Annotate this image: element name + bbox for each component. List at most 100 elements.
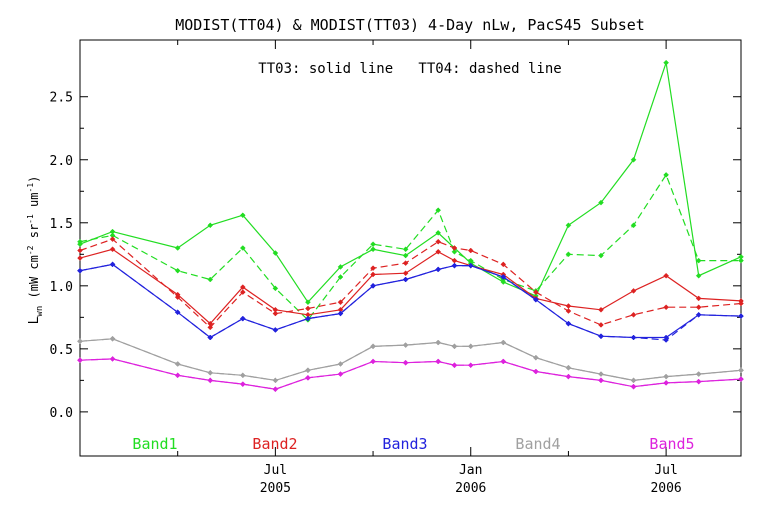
band1-solid-point <box>109 228 116 235</box>
band5-solid-point <box>451 362 458 369</box>
series-band4 <box>77 335 744 384</box>
band5-solid-point <box>738 376 744 382</box>
band2-dashed-point <box>239 289 246 295</box>
band4-solid-point <box>663 373 669 380</box>
y-axis-label-exp1: -2 <box>26 245 35 255</box>
band3-solid-point <box>663 334 669 341</box>
band2-dashed-point <box>337 299 344 306</box>
band1-solid-point <box>402 252 409 259</box>
band3-solid-point <box>467 262 474 269</box>
band4-solid-point <box>109 335 116 342</box>
band4-solid-point <box>467 343 474 350</box>
band1-solid-point <box>272 250 279 256</box>
legend: Band1 Band2 Band3 Band4 Band5 <box>132 435 694 453</box>
band5-solid-point <box>435 358 442 365</box>
series-band1 <box>77 59 744 323</box>
band3-solid-point <box>174 309 181 316</box>
band3-solid-point <box>305 315 311 322</box>
legend-band1: Band1 <box>132 435 177 453</box>
band4-solid-point <box>598 371 604 377</box>
band2-dashed-point <box>533 289 539 295</box>
band4-solid-point <box>451 343 458 350</box>
band2-dashed-point <box>500 261 507 268</box>
band2-solid-point <box>109 246 116 253</box>
series-band2 <box>77 236 744 331</box>
y-axis-label-exp2: -1 <box>26 214 35 224</box>
band2-dashed-point <box>630 311 637 318</box>
y-axis-label-exp3: -1 <box>26 183 35 193</box>
band5-solid-point <box>305 374 311 381</box>
band1-dashed-point <box>695 257 702 264</box>
band4-solid-point <box>738 367 744 374</box>
band3-solid-point <box>738 313 744 319</box>
band2-solid-point <box>174 291 181 298</box>
band1-solid-point <box>565 222 572 229</box>
y-axis-label-mid2: um <box>27 192 41 214</box>
band3-solid-point <box>435 266 442 273</box>
x-tick-label: Jul <box>654 463 677 478</box>
y-tick-label: 2.0 <box>50 154 73 169</box>
band1-solid-point <box>500 279 507 285</box>
band1-solid-point <box>239 212 246 219</box>
band5-solid-point <box>77 357 83 364</box>
series-layer <box>77 59 744 393</box>
band5-solid-point <box>272 386 279 393</box>
band2-dashed-line <box>79 238 742 329</box>
band3-solid-line <box>79 263 742 339</box>
band2-dashed-point <box>272 310 279 317</box>
y-axis-label: Lwn (mW cm-2 sr-1 um-1) <box>26 176 45 325</box>
band1-dashed-point <box>239 245 246 251</box>
band1-dashed-point <box>370 241 376 248</box>
band4-solid-point <box>402 342 409 348</box>
band4-solid-point <box>533 354 539 361</box>
band5-solid-point <box>598 377 604 384</box>
y-axis-label-main: L <box>27 316 42 324</box>
band5-solid-point <box>500 358 507 365</box>
band2-solid-point <box>77 255 83 261</box>
band1-solid-point <box>435 230 442 236</box>
band4-solid-point <box>337 361 344 367</box>
band2-solid-point <box>305 311 311 318</box>
x-tick-year: 2006 <box>650 481 681 496</box>
band1-dashed-point <box>598 252 604 259</box>
band4-solid-point <box>77 338 83 345</box>
band1-dashed-point <box>663 172 669 178</box>
band5-solid-point <box>337 371 344 377</box>
series-band5 <box>77 356 744 393</box>
x-tick-label: Jan <box>459 463 482 478</box>
band1-solid-point <box>174 245 181 251</box>
band4-solid-point <box>695 371 702 377</box>
band1-solid-line <box>79 62 742 304</box>
series-band3 <box>77 261 744 343</box>
band3-dashed-line <box>79 263 742 341</box>
band2-solid-point <box>630 288 637 294</box>
band1-solid-point <box>207 222 214 229</box>
band2-solid-point <box>402 270 409 277</box>
band2-solid-point <box>695 295 702 302</box>
band2-solid-point <box>435 248 442 255</box>
band1-dashed-point <box>272 285 279 292</box>
band4-solid-point <box>174 361 181 367</box>
band2-dashed-point <box>467 247 474 254</box>
band5-solid-point <box>239 381 246 387</box>
band3-solid-point <box>630 334 637 341</box>
band2-solid-point <box>337 306 344 313</box>
chart-title: MODIST(TT04) & MODIST(TT03) 4-Day nLw, P… <box>175 16 645 34</box>
band2-dashed-point <box>109 236 116 243</box>
legend-band4: Band4 <box>515 435 560 453</box>
y-tick-label: 0.0 <box>50 406 73 421</box>
band2-dashed-point <box>598 322 604 328</box>
band2-dashed-point <box>77 247 83 254</box>
band5-solid-point <box>109 356 116 362</box>
band2-dashed-point <box>663 304 669 311</box>
band5-solid-point <box>695 378 702 385</box>
band1-solid-point <box>370 246 376 253</box>
band3-solid-point <box>451 262 458 269</box>
band5-solid-point <box>533 368 539 375</box>
y-tick-label: 2.5 <box>50 91 73 106</box>
y-tick-label: 1.0 <box>50 280 73 295</box>
band4-solid-point <box>370 343 376 350</box>
band2-dashed-point <box>435 238 442 245</box>
band1-solid-point <box>738 253 744 260</box>
band2-solid-point <box>239 284 246 290</box>
